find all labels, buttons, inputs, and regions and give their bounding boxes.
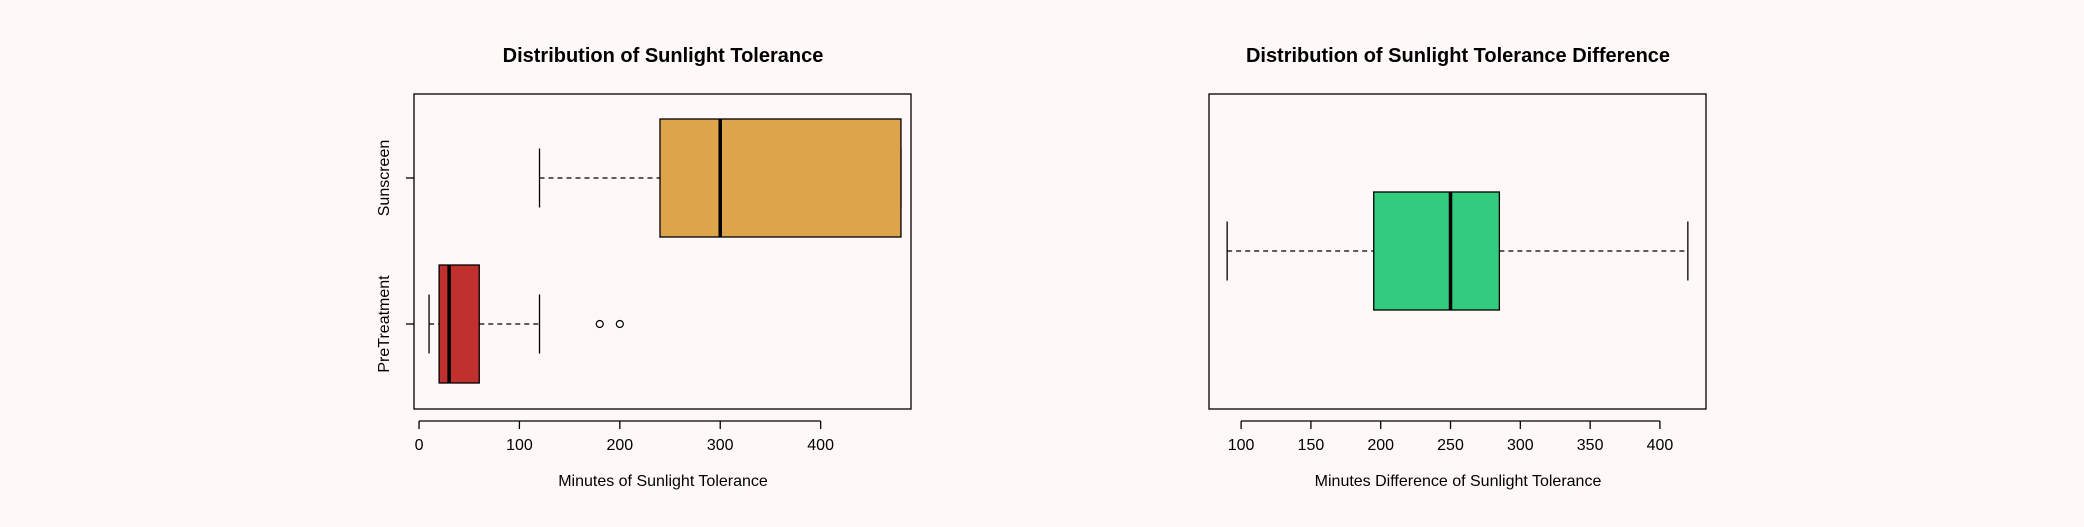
iqr-box [438, 264, 480, 384]
chart-title: Distribution of Sunlight Tolerance [503, 45, 824, 67]
x-tick-label: 200 [1367, 437, 1394, 454]
x-tick-label: 100 [506, 437, 533, 454]
x-tick-label: 400 [807, 437, 834, 454]
boxes [1226, 191, 1689, 311]
x-axis-label: Minutes Difference of Sunlight Tolerance [1315, 473, 1602, 490]
outlier-point [615, 319, 624, 329]
plot-frame [413, 93, 912, 410]
x-tick-label: 150 [1298, 437, 1325, 454]
box-sunscreen [538, 118, 902, 238]
boxes [428, 118, 902, 384]
x-tick-label: 300 [707, 437, 734, 454]
box-pretreatment [428, 264, 624, 384]
plot-frame [1208, 93, 1707, 410]
x-tick-label: 400 [1647, 437, 1674, 454]
y-axis: PreTreatment Sunscreen [376, 140, 414, 373]
chart-title: Distribution of Sunlight Tolerance Diffe… [1246, 45, 1670, 67]
x-tick-label: 100 [1228, 437, 1255, 454]
outlier-point [595, 319, 604, 329]
panel-sunlight-tolerance-difference: Distribution of Sunlight Tolerance Diffe… [1208, 45, 1707, 490]
iqr-box [659, 118, 902, 238]
x-tick-label: 0 [415, 437, 424, 454]
x-tick-label: 350 [1577, 437, 1604, 454]
x-axis: 0 100 200 300 400 [415, 420, 834, 454]
x-axis: 100 150 200 250 300 350 400 [1228, 420, 1674, 454]
panel-sunlight-tolerance: Distribution of Sunlight Tolerance Minut… [376, 45, 912, 490]
y-tick-label: Sunscreen [376, 140, 393, 217]
x-axis-label: Minutes of Sunlight Tolerance [558, 473, 768, 490]
y-tick-label: PreTreatment [376, 275, 393, 373]
iqr-box [1373, 191, 1501, 311]
box-difference [1226, 191, 1689, 311]
x-tick-label: 200 [606, 437, 633, 454]
x-tick-label: 300 [1507, 437, 1534, 454]
x-tick-label: 250 [1437, 437, 1464, 454]
